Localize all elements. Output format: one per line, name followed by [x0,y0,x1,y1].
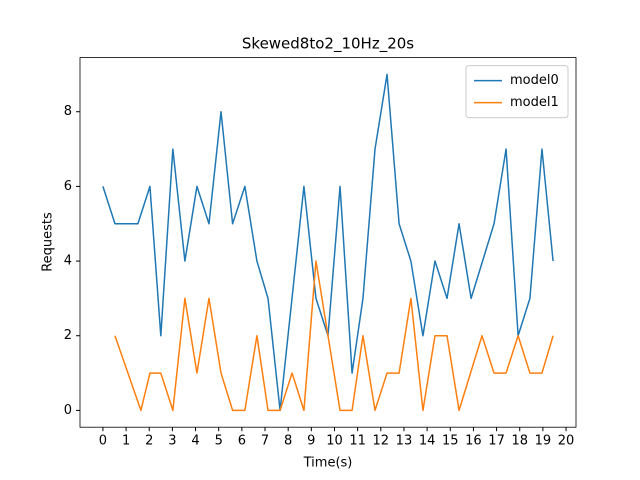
x-tick-label: 2 [145,434,153,449]
x-tick-label: 12 [373,434,390,449]
x-tick-label: 19 [535,434,552,449]
legend-label: model1 [510,95,559,110]
x-tick-label: 17 [488,434,505,449]
x-tick-label: 18 [511,434,528,449]
plot-frame [79,57,577,428]
line-series [102,73,554,412]
x-tick-label: 14 [419,434,436,449]
x-tick-label: 0 [99,434,107,449]
x-tick-label: 20 [558,434,575,449]
y-tick-label: 0 [64,403,72,418]
x-tick-label: 8 [284,434,292,449]
y-tick-label: 8 [64,104,72,119]
x-tick-label: 15 [442,434,459,449]
x-tick-label: 7 [261,434,269,449]
x-tick-label: 9 [307,434,315,449]
legend-box [465,65,569,119]
chart-title: Skewed8to2_10Hz_20s [242,35,414,54]
y-tick-label: 2 [64,328,72,343]
x-tick-label: 11 [349,434,366,449]
y-tick-label: 6 [64,179,72,194]
y-axis-label: Requests [41,212,56,272]
x-tick-label: 13 [396,434,413,449]
x-tick-label: 10 [326,434,343,449]
x-tick-label: 3 [168,434,176,449]
y-tick-label: 4 [64,254,72,269]
x-tick-label: 5 [215,434,223,449]
x-tick-label: 4 [191,434,199,449]
x-tick-label: 16 [465,434,482,449]
line-series [114,260,554,412]
x-axis-label: Time(s) [303,456,353,471]
legend-label: model0 [510,73,559,88]
x-tick-label: 1 [122,434,130,449]
x-tick-label: 6 [238,434,246,449]
